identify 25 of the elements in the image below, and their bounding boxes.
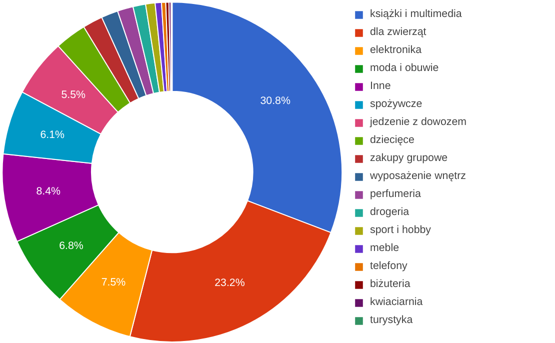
legend-label: dla zwierząt [370,26,426,38]
legend-label: elektronika [370,44,422,56]
legend-label: spożywcze [370,98,422,110]
data-label: 6.8% [59,240,84,252]
data-label: 30.8% [260,94,291,107]
legend-label: meble [370,242,400,254]
legend-label: kwiaciarnia [370,296,423,308]
legend-label: jedzenie z dowozem [370,116,467,128]
data-label: 8.4% [36,186,62,198]
legend-label: biżuteria [370,278,410,290]
data-label: 5.5% [61,88,86,101]
legend-label: książki i multimedia [370,8,462,20]
legend-label: drogeria [370,206,410,218]
data-label: 23.2% [214,277,246,290]
data-label: 6.1% [40,129,66,142]
legend-label: wyposażenie wnętrz [370,170,466,182]
legend-label: dziecięce [370,134,414,146]
data-label: 7.5% [101,276,126,289]
legend-label: moda i obuwie [370,62,439,74]
legend-label: turystyka [370,314,413,326]
legend-label: telefony [370,260,408,272]
legend-label: perfumeria [370,188,421,200]
legend-label: sport i hobby [370,224,432,236]
legend-label: Inne [370,80,391,92]
legend-label: zakupy grupowe [370,152,448,164]
